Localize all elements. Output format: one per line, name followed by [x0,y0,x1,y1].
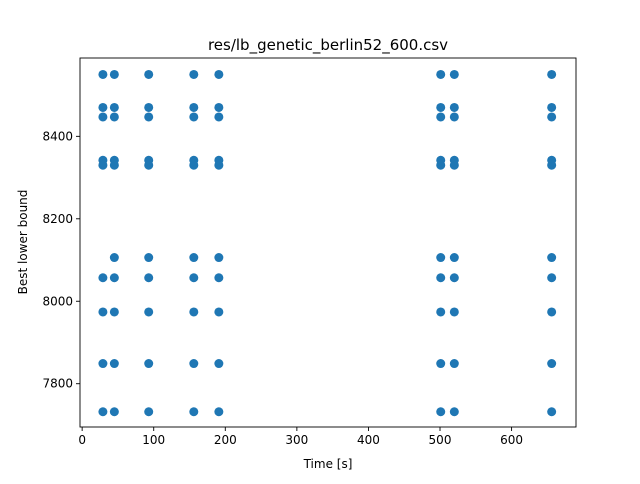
data-point [109,102,119,112]
data-point [547,253,557,263]
data-point [214,407,224,417]
data-point [449,407,459,417]
data-point [547,69,557,79]
data-point [436,112,446,122]
data-point [547,160,557,170]
data-point [189,102,199,112]
data-point [214,253,224,263]
data-point [214,112,224,122]
data-point [109,69,119,79]
data-point [449,160,459,170]
data-point [436,253,446,263]
data-point [144,307,154,317]
data-point [214,160,224,170]
data-point [436,160,446,170]
data-point [109,112,119,122]
data-point [189,69,199,79]
data-point [189,160,199,170]
data-point [144,253,154,263]
data-point [449,69,459,79]
x-tick-label: 200 [214,433,237,447]
data-point [547,273,557,283]
data-point [547,102,557,112]
data-point [109,253,119,263]
data-point [214,69,224,79]
data-point [109,407,119,417]
data-point [189,112,199,122]
data-point [449,253,459,263]
data-point [449,359,459,369]
x-tick-label: 400 [357,433,380,447]
data-point [98,69,108,79]
data-point [144,273,154,283]
data-point [109,307,119,317]
data-point [214,307,224,317]
x-tick-label: 300 [285,433,308,447]
data-point [98,307,108,317]
data-point [436,69,446,79]
x-tick-label: 500 [429,433,452,447]
data-point [214,102,224,112]
data-point [547,359,557,369]
data-point [436,407,446,417]
data-point [189,359,199,369]
y-axis-label: Best lower bound [16,190,30,295]
plot-frame [79,57,577,428]
data-point [547,407,557,417]
data-point [98,160,108,170]
data-point [144,112,154,122]
data-point [189,407,199,417]
data-point [109,273,119,283]
data-point [98,273,108,283]
points-layer [98,69,557,417]
data-point [144,359,154,369]
x-tick-label: 0 [78,433,86,447]
data-point [449,112,459,122]
data-point [144,407,154,417]
x-axis-label: Time [s] [303,457,353,471]
data-point [449,307,459,317]
data-point [436,359,446,369]
data-point [214,359,224,369]
data-point [109,359,119,369]
data-point [436,307,446,317]
data-point [436,102,446,112]
data-point [547,307,557,317]
data-point [98,359,108,369]
x-tick-label: 600 [500,433,523,447]
y-axis-ticks: 7800 8000 8200 8400 [42,129,80,391]
y-tick-label: 8400 [42,129,73,143]
data-point [144,160,154,170]
x-axis-ticks: 0 100 200 300 400 500 600 [78,427,523,447]
data-point [98,112,108,122]
data-point [109,160,119,170]
data-point [144,69,154,79]
data-point [189,273,199,283]
data-point [449,273,459,283]
y-tick-label: 8000 [42,294,73,308]
data-point [189,253,199,263]
data-point [436,273,446,283]
y-tick-label: 8200 [42,212,73,226]
data-point [189,307,199,317]
data-point [98,407,108,417]
y-tick-label: 7800 [42,377,73,391]
data-point [98,102,108,112]
data-point [547,112,557,122]
chart-title: res/lb_genetic_berlin52_600.csv [208,36,448,55]
data-point [144,102,154,112]
data-point [449,102,459,112]
x-tick-label: 100 [142,433,165,447]
data-point [214,273,224,283]
